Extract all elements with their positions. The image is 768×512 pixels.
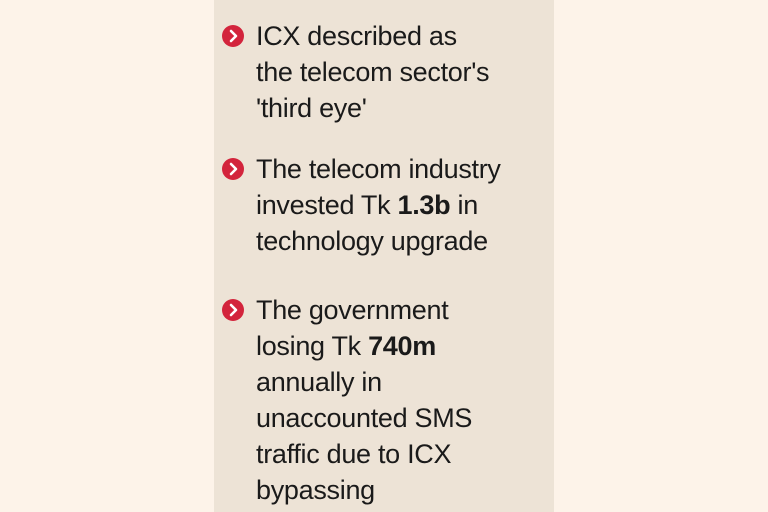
bullet-item-tech-investment: The telecom industry invested Tk 1.3b in… bbox=[222, 151, 556, 259]
bullet-text: The government losing Tk 740m annually i… bbox=[256, 292, 556, 508]
bullet-text: The telecom industry invested Tk 1.3b in… bbox=[256, 151, 556, 259]
bullet-line: bypassing bbox=[256, 475, 375, 505]
bullet-item-govt-loss: The government losing Tk 740m annually i… bbox=[222, 292, 556, 508]
highlight-amount: 1.3b bbox=[397, 190, 451, 220]
bullet-line: technology upgrade bbox=[256, 226, 488, 256]
bullet-line: 'third eye' bbox=[256, 93, 367, 123]
bullet-text: ICX described as the telecom sector's 't… bbox=[256, 18, 556, 126]
bullet-line: annually in bbox=[256, 367, 382, 397]
bullet-item-icx-third-eye: ICX described as the telecom sector's 't… bbox=[222, 18, 556, 126]
bullet-line: losing Tk 740m bbox=[256, 331, 436, 361]
info-panel bbox=[214, 0, 554, 512]
bullet-line: The telecom industry bbox=[256, 154, 501, 184]
bullet-line: invested Tk 1.3b in bbox=[256, 190, 478, 220]
chevron-right-circle-icon bbox=[222, 299, 244, 321]
bullet-line: The government bbox=[256, 295, 449, 325]
chevron-right-circle-icon bbox=[222, 158, 244, 180]
chevron-right-circle-icon bbox=[222, 25, 244, 47]
bullet-line: unaccounted SMS bbox=[256, 403, 473, 433]
bullet-line: ICX described as bbox=[256, 21, 457, 51]
highlight-amount: 740m bbox=[368, 331, 436, 361]
bullet-line: traffic due to ICX bbox=[256, 439, 452, 469]
bullet-line: the telecom sector's bbox=[256, 57, 490, 87]
